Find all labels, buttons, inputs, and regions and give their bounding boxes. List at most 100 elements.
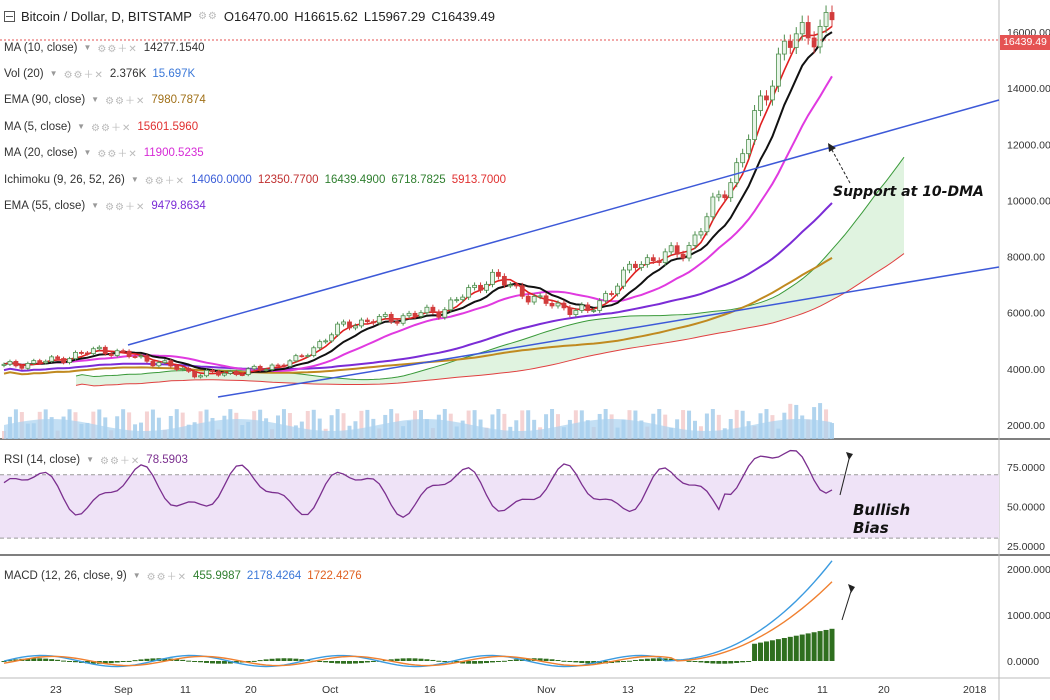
close-value: C16439.49: [431, 9, 495, 24]
collapse-icon[interactable]: [4, 11, 15, 22]
settings-icons[interactable]: ⚙⚙: [197, 11, 218, 22]
macd-label: MACD (12, 26, close, 9): [4, 569, 127, 582]
macd-histogram-bar: [507, 660, 513, 662]
candle-body: [472, 284, 477, 288]
candle-body: [603, 293, 609, 302]
support-arrow: [831, 149, 851, 184]
macd-histogram-bar: [686, 660, 692, 662]
candle-body: [448, 299, 454, 311]
candle-body: [817, 25, 823, 48]
volume-bar: [496, 409, 501, 439]
bias-annotation: Bias: [853, 519, 889, 537]
indicator-label: MA (20, close): [4, 146, 78, 159]
volume-bar: [341, 413, 346, 439]
candle-body: [621, 269, 626, 287]
candle-body: [573, 310, 579, 315]
candle-body: [698, 231, 704, 236]
macd-histogram-bar: [150, 658, 156, 661]
rsi-tick-label: 75.0000: [1007, 462, 1045, 474]
indicator-value: 2.376K: [109, 67, 147, 80]
macd-histogram-bar: [513, 659, 519, 661]
caret-icon[interactable]: ▼: [86, 455, 94, 464]
time-tick-label: 11: [817, 684, 828, 696]
macd-histogram-bar: [704, 661, 710, 664]
macd-histogram-bar: [555, 659, 561, 661]
caret-icon[interactable]: ▼: [130, 175, 139, 184]
volume-bar: [144, 411, 149, 439]
macd-histogram-bar: [174, 659, 180, 661]
panel-settings-icons[interactable]: ⚙⚙＋✕: [146, 572, 187, 583]
candle-body: [400, 315, 406, 324]
price-tick-label: 12000.00: [1007, 139, 1050, 151]
candle-body: [484, 283, 489, 291]
candle-body: [84, 352, 90, 355]
macd-histogram-bar: [138, 659, 144, 661]
indicator-settings-icons[interactable]: ⚙⚙＋✕: [97, 44, 138, 55]
volume-bar: [716, 414, 721, 439]
indicator-settings-icons[interactable]: ⚙⚙＋✕: [97, 149, 138, 160]
macd-histogram-bar: [335, 661, 341, 664]
macd-histogram-bar: [1, 661, 7, 662]
candle-body: [1, 363, 7, 366]
macd-histogram-bar: [466, 661, 472, 664]
candle-body: [644, 257, 650, 265]
candle-body: [335, 323, 340, 336]
indicator-value: 11900.5235: [143, 146, 204, 159]
candle-body: [543, 295, 549, 304]
indicator-value: 14060.0000: [191, 173, 252, 186]
macd-histogram-bar: [460, 661, 466, 664]
indicator-settings-icons[interactable]: ⚙⚙＋✕: [63, 70, 104, 81]
time-tick-label: Nov: [537, 684, 556, 696]
caret-icon[interactable]: ▼: [83, 148, 92, 157]
macd-histogram-bar: [805, 633, 811, 661]
caret-icon[interactable]: ▼: [77, 122, 86, 131]
candle-body: [317, 341, 323, 349]
macd-histogram-bar: [495, 661, 501, 662]
macd-histogram-bar: [108, 661, 114, 664]
macd-histogram-bar: [769, 640, 775, 661]
indicator-settings-icons[interactable]: ⚙⚙＋✕: [91, 123, 132, 134]
candle-body: [758, 95, 763, 111]
candle-body: [597, 300, 603, 311]
caret-icon[interactable]: ▼: [132, 571, 141, 580]
macd-histogram-bar: [186, 660, 192, 662]
time-tick-label: 16: [424, 684, 436, 696]
caret-icon[interactable]: ▼: [83, 43, 92, 52]
macd-arrow: [841, 587, 853, 621]
time-tick-label: 20: [878, 684, 890, 696]
volume-bar: [490, 414, 495, 439]
candle-body: [120, 350, 126, 353]
indicator-label: EMA (90, close): [4, 93, 86, 106]
volume-bar: [359, 410, 364, 439]
panel-settings-icons[interactable]: ⚙⚙＋✕: [99, 456, 141, 467]
volume-ma-area: [4, 419, 832, 439]
rsi-tick-label: 50.0000: [1007, 501, 1045, 513]
time-tick-label: Sep: [114, 684, 133, 696]
candle-body: [222, 372, 227, 376]
candle-body: [418, 312, 424, 317]
caret-icon[interactable]: ▼: [91, 95, 100, 104]
candle-body: [25, 363, 31, 369]
macd-histogram-bar: [37, 658, 43, 661]
indicator-label: MA (5, close): [4, 120, 72, 133]
candle-body: [96, 346, 102, 350]
macd-line: [3, 560, 833, 668]
macd-histogram-bar: [31, 658, 37, 661]
volume-bar: [311, 409, 316, 439]
candle-body: [770, 85, 775, 101]
candle-body: [716, 194, 722, 198]
open-value: O16470.00: [223, 9, 289, 24]
caret-icon[interactable]: ▼: [49, 69, 58, 78]
macd-histogram-bar: [734, 661, 740, 663]
indicator-settings-icons[interactable]: ⚙⚙＋✕: [105, 202, 146, 213]
candle-body: [496, 271, 501, 277]
indicator-settings-icons[interactable]: ⚙⚙＋✕: [144, 176, 186, 187]
indicator-value: 16439.4900: [324, 173, 386, 186]
indicator-settings-icons[interactable]: ⚙⚙＋✕: [105, 96, 146, 107]
indicator-value: 15601.5960: [137, 120, 199, 133]
caret-icon[interactable]: ▼: [91, 201, 100, 210]
macd-histogram-bar: [132, 660, 138, 662]
candle-body: [680, 253, 686, 259]
volume-bar: [687, 410, 692, 439]
